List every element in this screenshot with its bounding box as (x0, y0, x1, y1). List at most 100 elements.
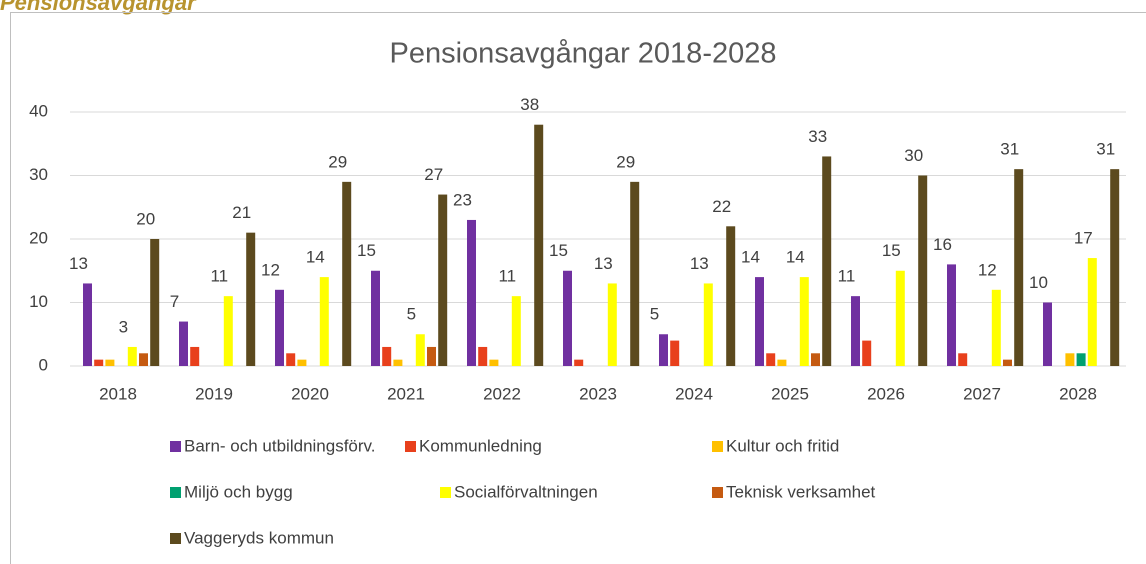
bar (918, 175, 928, 366)
chart-title: Pensionsavgångar 2018-2028 (390, 38, 777, 70)
x-tick-label: 2024 (675, 384, 713, 403)
bar (438, 194, 448, 366)
bar (286, 353, 296, 366)
data-label: 12 (261, 260, 280, 279)
bar (246, 232, 256, 366)
bar (139, 353, 148, 366)
bar (991, 289, 1001, 366)
data-label: 14 (786, 248, 805, 267)
data-label: 13 (69, 254, 88, 273)
data-label: 27 (424, 165, 443, 184)
data-label: 33 (808, 127, 827, 146)
legend-label: Barn- och utbildningsförv. (184, 436, 376, 455)
bar (947, 264, 956, 366)
bar (319, 277, 329, 366)
bar (895, 270, 905, 366)
data-label: 31 (1000, 140, 1019, 159)
data-label: 17 (1074, 229, 1093, 248)
data-label: 12 (978, 260, 997, 279)
data-label: 15 (549, 241, 568, 260)
data-label: 11 (210, 267, 228, 286)
bar (415, 334, 425, 366)
data-label: 29 (328, 152, 347, 171)
y-tick-label: 40 (29, 101, 48, 120)
data-label: 31 (1096, 140, 1115, 159)
bar (1087, 258, 1097, 366)
data-label: 11 (498, 267, 516, 286)
x-tick-label: 2026 (867, 384, 905, 403)
bar (150, 239, 160, 366)
legend-swatch (712, 441, 723, 452)
legend-swatch (405, 441, 416, 452)
legend-label: Kommunledning (419, 436, 542, 455)
data-label: 7 (170, 292, 179, 311)
data-label: 15 (357, 241, 376, 260)
data-label: 14 (306, 248, 325, 267)
bar (478, 346, 488, 366)
y-tick-label: 30 (29, 165, 48, 184)
data-label: 23 (453, 190, 472, 209)
bar (670, 340, 680, 366)
legend-label: Vaggeryds kommun (184, 528, 334, 547)
bar (190, 346, 200, 366)
bar (726, 226, 736, 366)
bar (755, 277, 764, 366)
bar (534, 124, 544, 366)
x-tick-label: 2022 (483, 384, 521, 403)
bar (393, 359, 403, 366)
bar (630, 181, 640, 366)
x-tick-label: 2021 (387, 384, 425, 403)
x-tick-label: 2025 (771, 384, 809, 403)
data-label: 16 (933, 235, 952, 254)
data-label: 21 (232, 203, 251, 222)
data-label: 11 (838, 267, 856, 286)
legend-label: Teknisk verksamhet (726, 482, 876, 501)
data-label: 3 (119, 317, 128, 336)
bar (382, 346, 392, 366)
x-tick-label: 2023 (579, 384, 617, 403)
data-label: 20 (136, 209, 155, 228)
bar (851, 296, 860, 366)
bar (371, 270, 380, 366)
bar (958, 353, 968, 366)
bar (297, 359, 307, 366)
y-tick-label: 20 (29, 228, 48, 247)
data-label: 10 (1029, 273, 1048, 292)
bar (1043, 302, 1052, 366)
bar (489, 359, 499, 366)
y-tick-label: 0 (39, 355, 48, 374)
bar (511, 296, 521, 366)
bar (777, 359, 787, 366)
data-label: 5 (650, 305, 659, 324)
data-label: 5 (407, 305, 416, 324)
bar (1014, 169, 1024, 366)
bar (862, 340, 872, 366)
bar (427, 346, 436, 366)
bar (223, 296, 233, 366)
legend-swatch (170, 533, 181, 544)
chart-frame (10, 12, 1146, 564)
legend-swatch (170, 441, 181, 452)
data-label: 15 (882, 241, 901, 260)
bar (1003, 359, 1012, 366)
bar (1110, 169, 1120, 366)
data-label: 38 (520, 95, 539, 114)
x-tick-label: 2028 (1059, 384, 1097, 403)
data-label: 22 (712, 197, 731, 216)
data-label: 13 (594, 254, 613, 273)
legend-label: Socialförvaltningen (454, 482, 598, 501)
x-tick-label: 2018 (99, 384, 137, 403)
bar (1065, 353, 1075, 366)
legend-swatch (440, 487, 451, 498)
data-label: 13 (690, 254, 709, 273)
x-tick-label: 2020 (291, 384, 329, 403)
data-label: 30 (904, 146, 923, 165)
x-tick-label: 2027 (963, 384, 1001, 403)
legend-label: Kultur och fritid (726, 436, 839, 455)
heading: Pensionsavgångar (0, 0, 197, 15)
x-tick-label: 2019 (195, 384, 233, 403)
bar (799, 277, 809, 366)
bar (563, 270, 572, 366)
bar (467, 219, 476, 366)
